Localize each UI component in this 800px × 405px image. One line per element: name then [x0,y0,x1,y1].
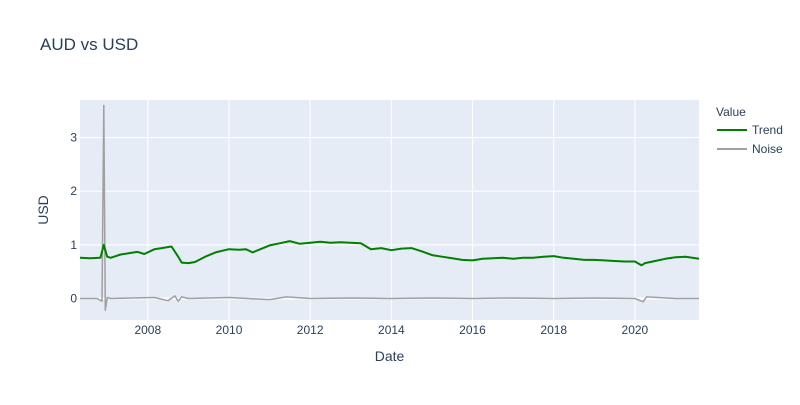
legend-item-noise[interactable]: Noise [717,142,783,156]
plot-area [80,100,699,320]
y-tick-label: 1 [70,238,77,252]
chart-title: AUD vs USD [40,35,138,54]
series-line-noise [80,104,699,312]
x-tick-label: 2014 [378,323,405,337]
x-axis-label: Date [375,348,405,364]
legend: Value Trend Noise [716,105,783,156]
y-axis-label: USD [35,195,51,225]
series-line-trend [79,240,700,267]
series-layer [79,104,700,312]
y-tick-label: 2 [70,184,77,198]
x-tick-label: 2020 [622,323,649,337]
legend-title: Value [716,105,746,119]
legend-label-noise: Noise [752,142,783,156]
x-tick-label: 2012 [297,323,324,337]
x-tick-label: 2018 [540,323,567,337]
x-tick-label: 2016 [459,323,486,337]
y-tick-label: 3 [70,131,77,145]
legend-label-trend: Trend [752,123,783,137]
legend-item-trend[interactable]: Trend [717,123,783,137]
y-tick-label: 0 [70,292,77,306]
tick-labels: 2008 2010 2012 2014 2016 2018 2020 0 1 2 3 [70,131,648,337]
x-tick-label: 2010 [216,323,243,337]
x-tick-label: 2008 [134,323,161,337]
